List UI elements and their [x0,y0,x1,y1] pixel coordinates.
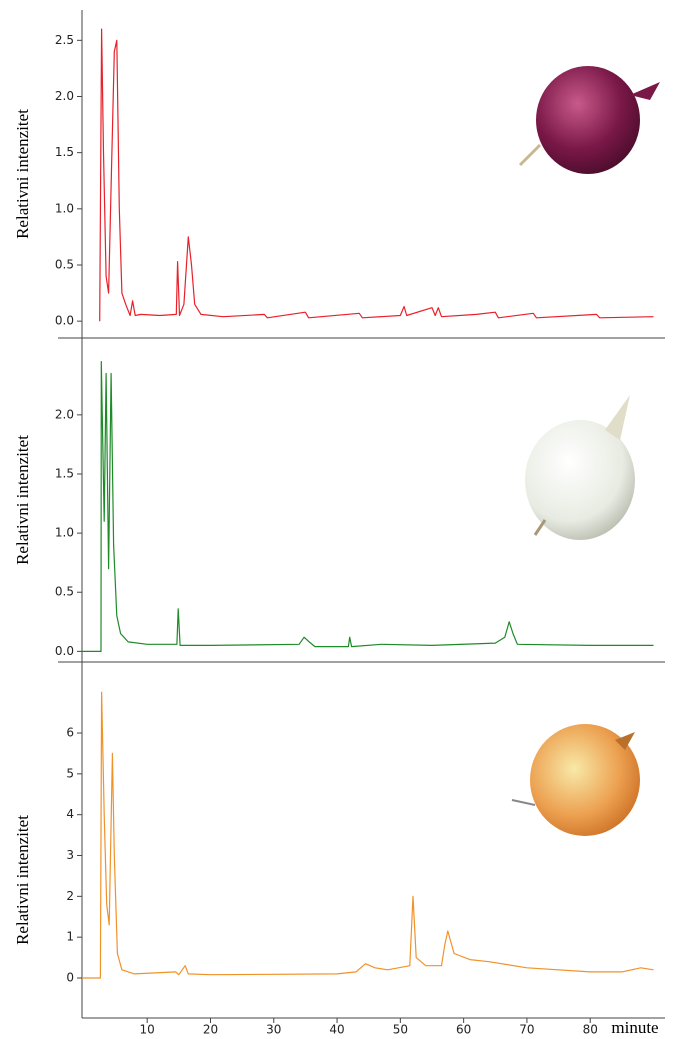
x-tick-label: 30 [266,1023,281,1037]
y-tick-label: 0.0 [55,644,74,658]
x-axis-label: minute [611,1018,658,1037]
y-tick-label: 1.5 [55,145,74,159]
y-tick-label: 2.5 [55,33,74,47]
y-tick-label: 2 [66,889,74,903]
y-tick-label: 2.0 [55,89,74,103]
y-tick-label: 0.5 [55,585,74,599]
red-onion [518,66,660,174]
y-tick-label: 5 [66,766,74,780]
y-tick-label: 2.0 [55,407,74,421]
y-tick-label: 3 [66,848,74,862]
y-tick-label: 0.5 [55,257,74,271]
chromatogram-line [82,691,654,979]
chromatogram-line [99,28,654,322]
y-tick-label: 1 [66,930,74,944]
x-tick-label: 70 [519,1023,534,1037]
y-tick-label: 4 [66,807,74,821]
y-tick-label: 1.0 [55,526,74,540]
y-axis-label: Relativni intenzitet [13,109,32,239]
x-tick-label: 80 [583,1023,598,1037]
y-tick-label: 1.5 [55,466,74,480]
y-axis-label: Relativni intenzitet [13,435,32,565]
x-tick-label: 10 [140,1023,155,1037]
chromatogram-line [82,361,654,652]
y-tick-label: 1.0 [55,201,74,215]
y-axis-label: Relativni intenzitet [13,815,32,945]
yellow-onion [511,724,640,836]
x-tick-label: 50 [393,1023,408,1037]
white-onion [525,395,635,540]
y-tick-label: 6 [66,726,74,740]
y-tick-label: 0.0 [55,314,74,328]
x-tick-label: 40 [329,1023,344,1037]
x-tick-label: 20 [203,1023,218,1037]
y-tick-label: 0 [66,970,74,984]
x-tick-label: 60 [456,1023,471,1037]
